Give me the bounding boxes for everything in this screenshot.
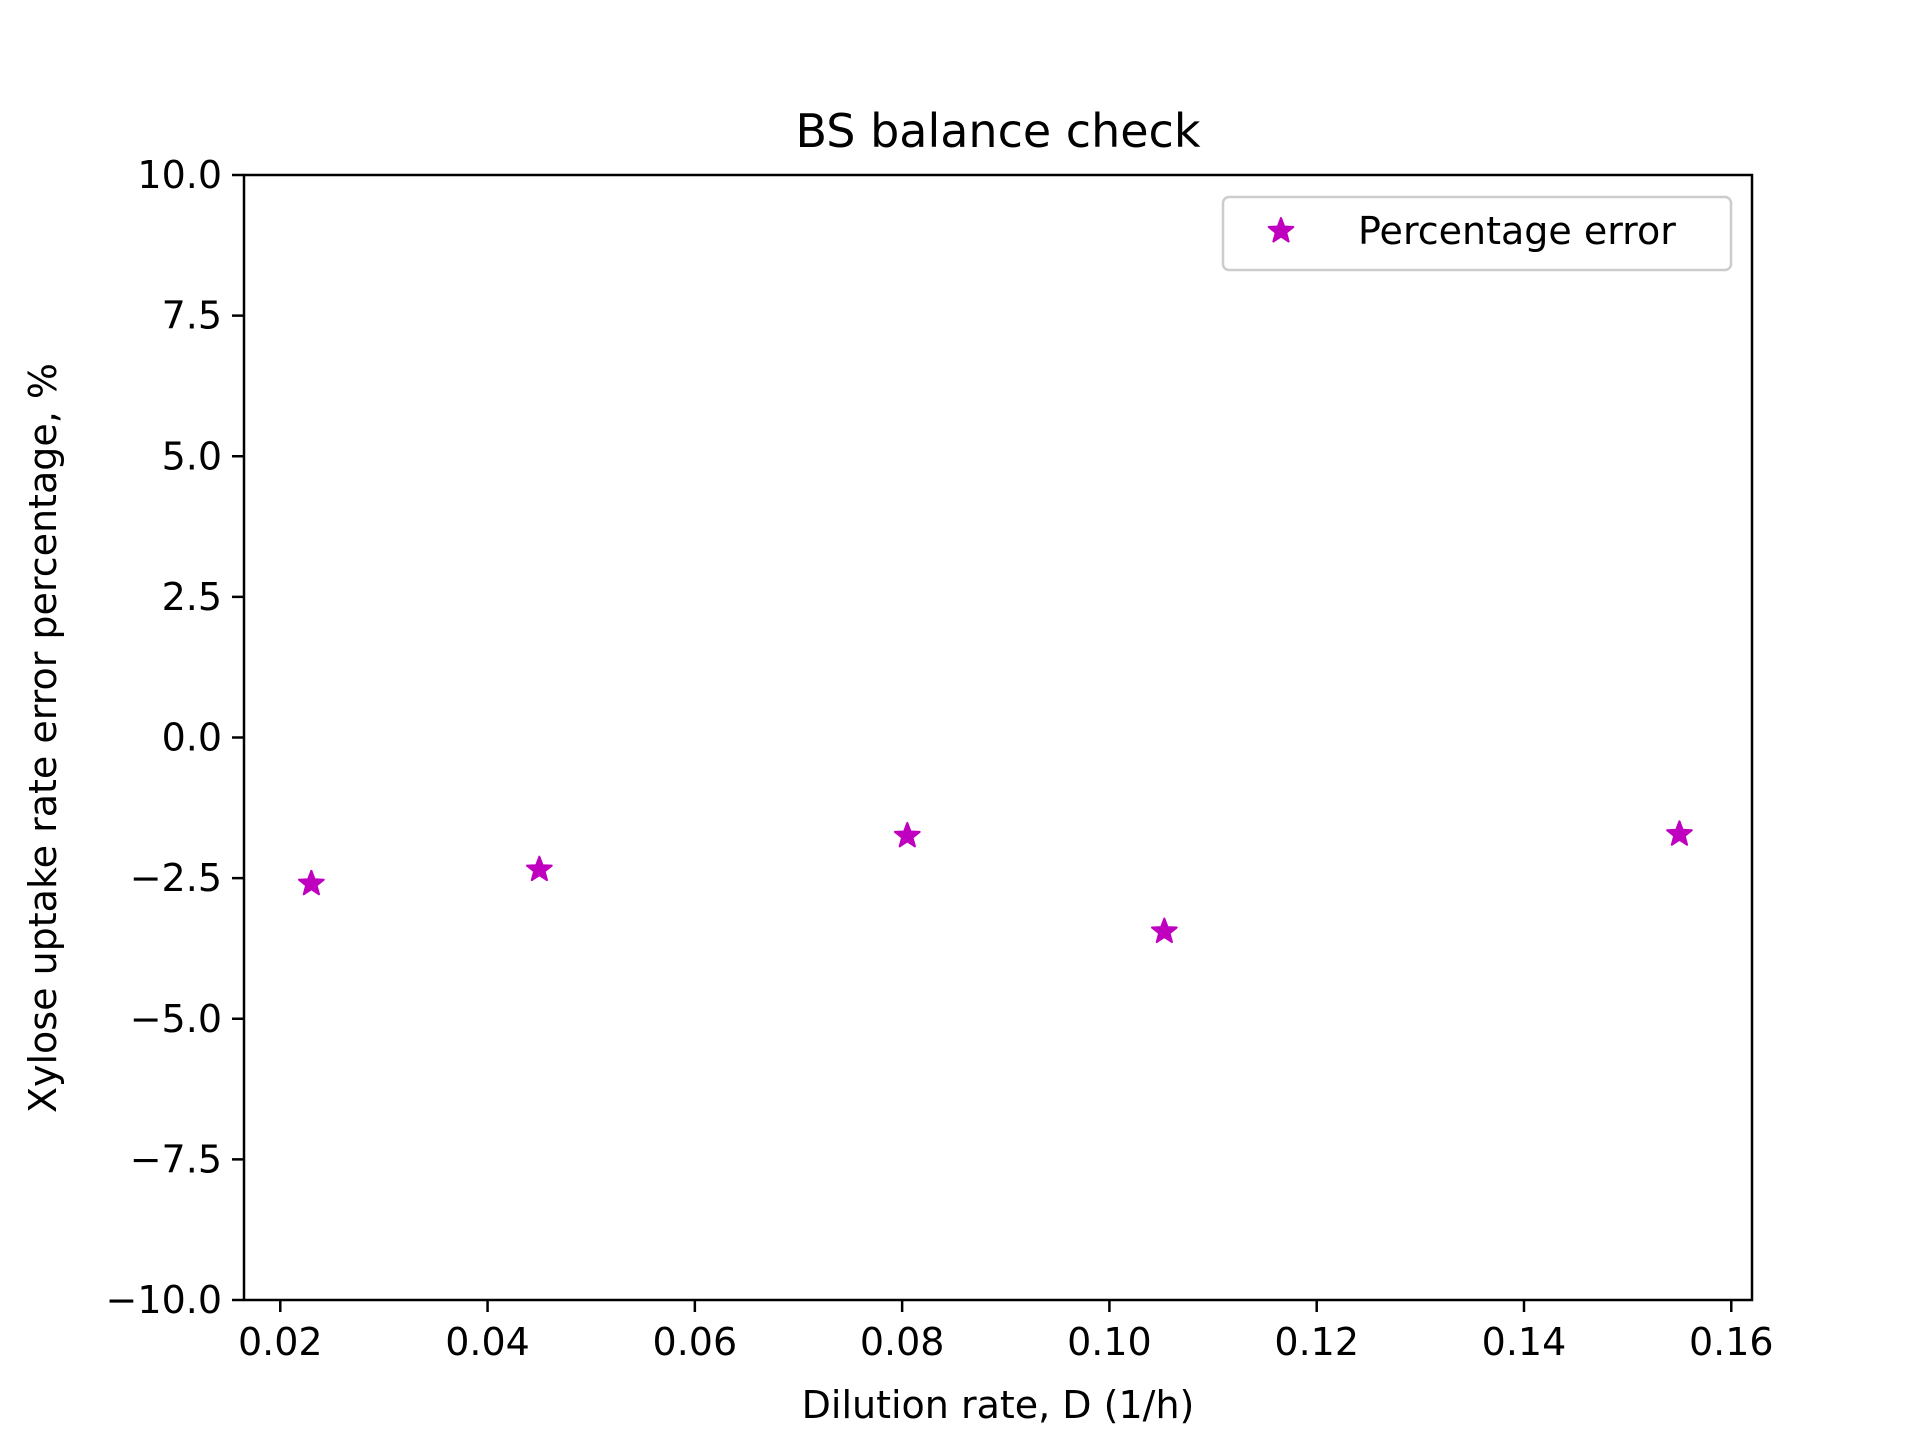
x-tick-label: 0.04	[445, 1320, 530, 1364]
plot-frame	[242, 173, 1754, 1302]
x-axis: 0.02 0.04 0.06 0.08 0.10 0.12 0.14 0.16	[238, 1300, 1774, 1364]
data-point-star	[1150, 917, 1178, 944]
legend: Percentage error	[1221, 195, 1733, 272]
data-points	[298, 820, 1693, 944]
y-tick-label: −2.5	[130, 856, 222, 900]
data-point-star	[1666, 820, 1693, 846]
x-tick-label: 0.12	[1274, 1320, 1359, 1364]
data-point-star	[526, 855, 553, 882]
y-tick-label: 0.0	[162, 716, 222, 760]
x-tick-label: 0.10	[1067, 1320, 1152, 1364]
y-tick-label: −10.0	[106, 1278, 222, 1322]
y-tick-label: 2.5	[162, 575, 222, 619]
plot-area	[242, 173, 1754, 1302]
legend-star-icon	[1267, 217, 1295, 243]
chart-title: BS balance check	[796, 104, 1201, 158]
x-tick-label: 0.16	[1689, 1320, 1774, 1364]
y-tick-label: 5.0	[162, 434, 222, 478]
x-axis-label: Dilution rate, D (1/h)	[802, 1383, 1195, 1427]
x-tick-label: 0.02	[238, 1320, 323, 1364]
y-tick-label: 10.0	[137, 153, 222, 197]
y-tick-label: −7.5	[130, 1137, 222, 1181]
y-axis-label: Xylose uptake rate error percentage, %	[21, 363, 65, 1113]
x-tick-label: 0.08	[860, 1320, 945, 1364]
y-tick-label: −5.0	[130, 997, 222, 1041]
y-axis: −10.0 −7.5 −5.0 −2.5 0.0 2.5 5.0 7.5 10.0	[106, 153, 244, 1322]
legend-box	[1221, 195, 1733, 272]
x-tick-label: 0.14	[1482, 1320, 1567, 1364]
legend-label: Percentage error	[1358, 209, 1676, 253]
x-tick-label: 0.06	[653, 1320, 738, 1364]
data-point-star	[298, 869, 325, 896]
legend-marker-star	[1267, 217, 1295, 243]
y-tick-label: 7.5	[162, 294, 222, 338]
data-point-star	[893, 821, 921, 848]
